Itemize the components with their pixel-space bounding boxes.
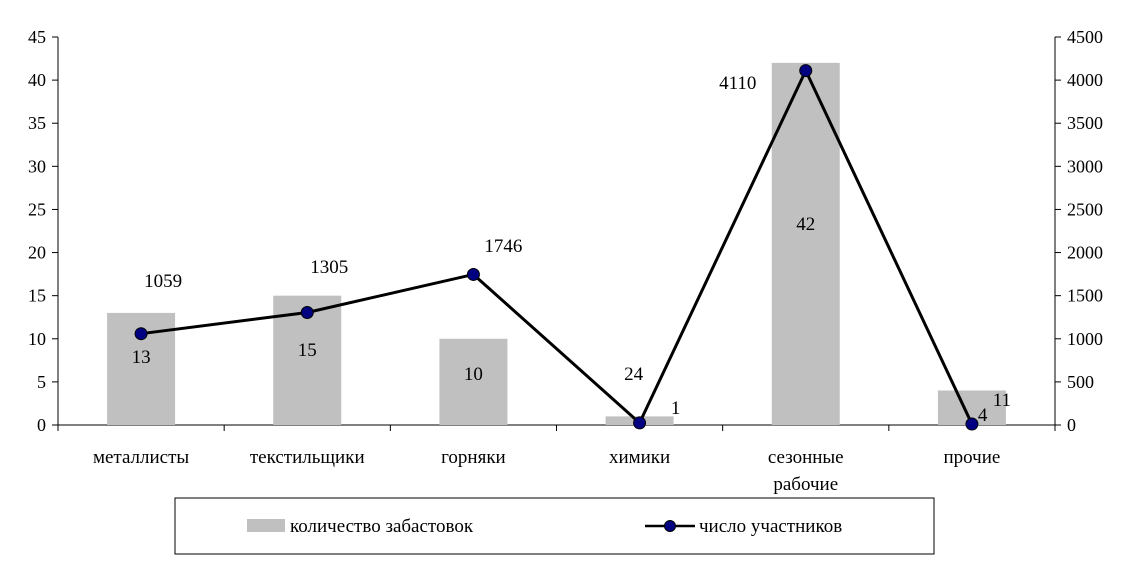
bar-data-label: 4 — [978, 405, 988, 426]
x-tick-label: прочие — [943, 447, 1000, 468]
legend-swatch-participants-marker — [664, 520, 676, 532]
left-tick-label: 15 — [28, 286, 46, 306]
legend-label-strikes: количество забастовок — [290, 516, 474, 537]
left-tick-label: 45 — [28, 27, 46, 47]
left-tick-label: 30 — [28, 156, 46, 176]
participants-line — [134, 64, 979, 431]
line-point — [633, 416, 647, 430]
left-tick-label: 20 — [28, 243, 46, 263]
line-data-label: 4110 — [719, 73, 756, 94]
line-data-label: 1746 — [484, 236, 522, 257]
axes: 0 5 10 15 20 25 30 35 40 45 0 500 1000 1500 2000 2500 30… — [28, 27, 1103, 495]
x-tick-label: текстильщики — [250, 447, 365, 468]
right-tick-label: 500 — [1067, 372, 1094, 392]
x-tick-label: горняки — [441, 447, 506, 468]
line-data-label: 1305 — [310, 257, 348, 278]
line-point — [965, 417, 979, 431]
right-tick-label: 4500 — [1067, 27, 1103, 47]
right-tick-label: 2000 — [1067, 243, 1103, 263]
bar-data-label: 42 — [796, 214, 815, 235]
bar — [439, 338, 508, 425]
right-tick-label: 3000 — [1067, 156, 1103, 176]
line-point — [466, 267, 480, 281]
right-tick-label: 1500 — [1067, 286, 1103, 306]
line-point — [300, 305, 314, 319]
bar-data-label: 1 — [671, 398, 681, 419]
legend-label-participants: число участников — [699, 516, 842, 537]
line-data-label: 11 — [993, 390, 1011, 411]
bar-data-label: 13 — [132, 347, 151, 368]
left-tick-label: 35 — [28, 113, 46, 133]
bars — [107, 62, 1006, 425]
x-tick-label: сезонные — [768, 447, 844, 468]
left-tick-label: 25 — [28, 199, 46, 219]
bar-data-label: 10 — [464, 364, 483, 385]
legend-swatch-strikes — [247, 519, 285, 532]
line-point — [134, 327, 148, 341]
right-tick-label: 3500 — [1067, 113, 1103, 133]
left-tick-label: 0 — [37, 415, 46, 435]
line-point — [799, 64, 813, 78]
legend-box — [174, 497, 935, 555]
legend: количество забастовок число участников — [174, 497, 935, 555]
bar — [771, 62, 840, 425]
line-data-label: 24 — [624, 364, 644, 385]
data-labels: 13 15 10 1 42 4 1059 1305 1746 24 4110 11 — [132, 73, 1011, 426]
right-tick-label: 4000 — [1067, 70, 1103, 90]
line-data-label: 1059 — [144, 271, 182, 292]
right-tick-label: 2500 — [1067, 199, 1103, 219]
right-tick-label: 1000 — [1067, 329, 1103, 349]
x-tick-label: металлисты — [93, 447, 189, 468]
left-tick-label: 5 — [37, 372, 46, 392]
right-tick-label: 0 — [1067, 415, 1076, 435]
x-tick-label: рабочие — [773, 474, 838, 495]
left-tick-label: 40 — [28, 70, 46, 90]
bar-data-label: 15 — [298, 340, 317, 361]
participants-polyline — [140, 67, 974, 426]
x-tick-label: химики — [609, 447, 670, 468]
left-tick-label: 10 — [28, 329, 46, 349]
